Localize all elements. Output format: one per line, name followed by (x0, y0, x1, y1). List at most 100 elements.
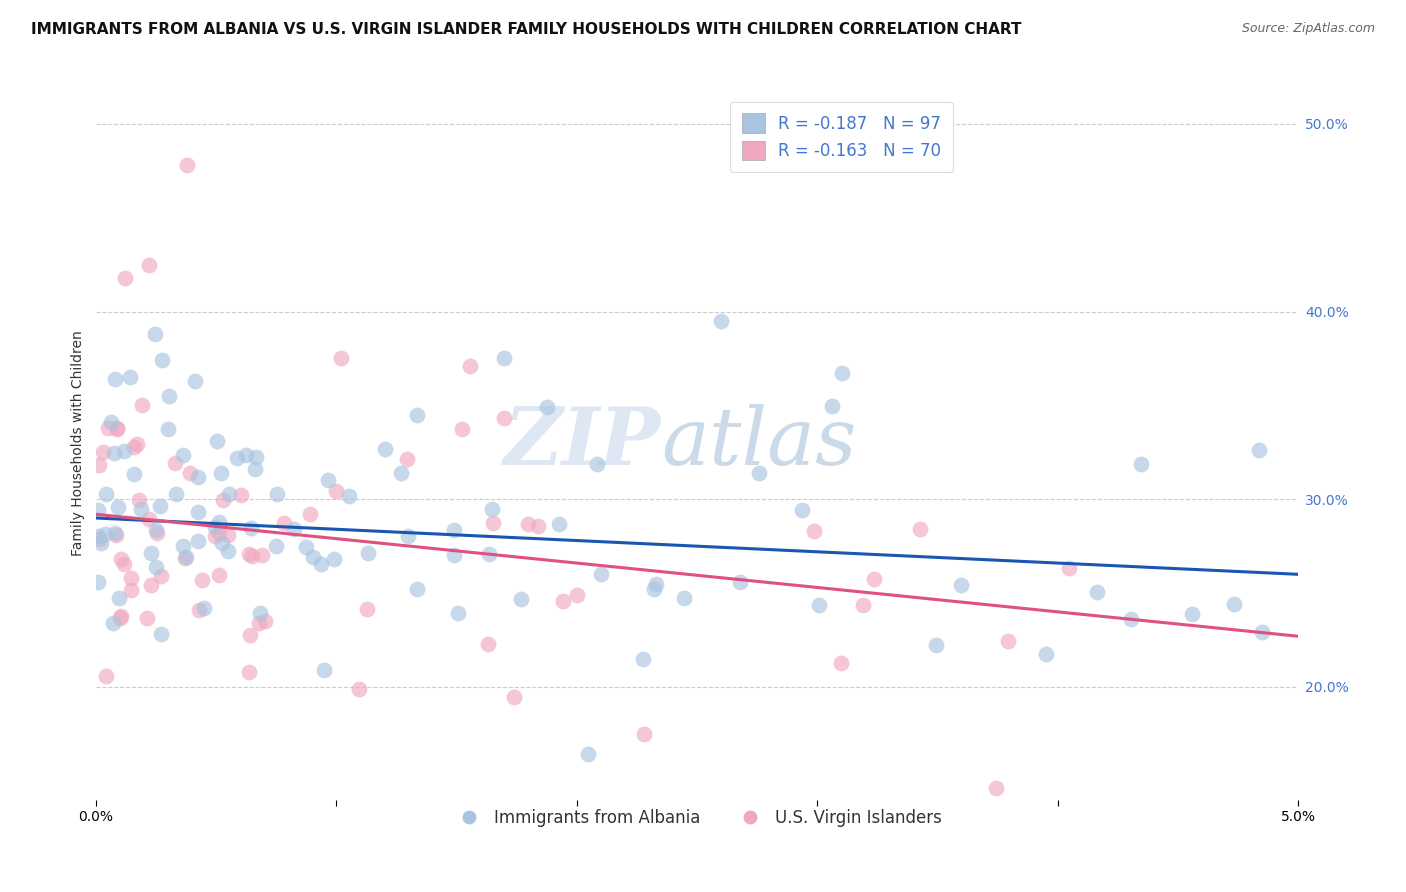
Point (193, 601, 215, 615)
Point (187, 506, 209, 520)
Point (908, 522, 931, 536)
Point (984, 780, 1007, 795)
Point (149, 627, 172, 641)
Point (172, 448, 194, 462)
Point (481, 502, 503, 516)
Point (150, 569, 173, 583)
Point (273, 516, 295, 531)
Point (1035, 648, 1057, 662)
Point (100, 415, 122, 429)
Point (110, 608, 132, 623)
Point (301, 549, 323, 564)
Point (145, 559, 167, 574)
Point (997, 634, 1019, 648)
Point (238, 547, 260, 561)
Point (174, 549, 197, 564)
Point (231, 488, 253, 502)
Point (104, 528, 127, 542)
Point (149, 499, 172, 513)
Point (322, 552, 344, 566)
Point (108, 611, 131, 625)
Point (157, 388, 180, 402)
Point (1247, 442, 1270, 457)
Point (318, 473, 340, 487)
Y-axis label: Family Households with Children: Family Households with Children (72, 330, 86, 556)
Point (114, 270, 136, 285)
Point (710, 314, 733, 328)
Point (589, 567, 612, 582)
Point (212, 493, 235, 508)
Point (831, 366, 853, 380)
Point (349, 682, 371, 697)
Point (103, 526, 125, 541)
Point (447, 606, 470, 620)
Point (477, 637, 499, 651)
Point (830, 656, 852, 670)
Point (821, 400, 844, 414)
Point (103, 615, 125, 630)
Point (406, 582, 429, 597)
Point (247, 616, 270, 631)
Point (146, 525, 169, 540)
Point (107, 500, 129, 515)
Point (325, 483, 347, 498)
Point (1085, 585, 1108, 599)
Text: atlas: atlas (661, 404, 856, 482)
Point (633, 727, 655, 741)
Point (131, 399, 153, 413)
Point (374, 442, 396, 457)
Point (748, 466, 770, 480)
Point (96, 669, 118, 683)
Point (103, 445, 125, 459)
Legend: Immigrants from Albania, U.S. Virgin Islanders: Immigrants from Albania, U.S. Virgin Isl… (446, 803, 949, 834)
Point (186, 470, 208, 484)
Point (1181, 607, 1204, 621)
Point (309, 558, 332, 572)
Point (482, 516, 505, 531)
Point (643, 582, 665, 597)
Point (509, 591, 531, 606)
Point (156, 422, 179, 436)
Point (207, 434, 229, 448)
Text: Source: ZipAtlas.com: Source: ZipAtlas.com (1241, 22, 1375, 36)
Point (492, 411, 515, 425)
Point (120, 571, 142, 585)
Point (728, 575, 751, 590)
Point (105, 420, 128, 434)
Point (217, 543, 239, 558)
Point (238, 665, 260, 679)
Point (567, 588, 589, 602)
Point (576, 747, 599, 761)
Point (207, 568, 229, 582)
Point (204, 529, 226, 543)
Point (356, 602, 378, 616)
Point (163, 456, 186, 470)
Point (176, 158, 198, 172)
Point (553, 594, 575, 608)
Point (458, 359, 481, 373)
Point (165, 487, 187, 501)
Point (503, 690, 526, 704)
Point (136, 611, 159, 625)
Point (94, 527, 117, 541)
Point (283, 522, 305, 536)
Point (443, 523, 465, 537)
Point (337, 489, 360, 503)
Point (249, 606, 271, 620)
Point (190, 574, 212, 588)
Point (87, 575, 110, 590)
Point (173, 550, 195, 565)
Point (405, 408, 427, 422)
Point (451, 422, 474, 436)
Point (239, 521, 262, 535)
Point (89, 532, 111, 546)
Point (803, 524, 825, 538)
Point (396, 452, 419, 467)
Point (87, 528, 110, 542)
Point (925, 639, 948, 653)
Point (792, 503, 814, 517)
Point (586, 457, 609, 471)
Point (150, 353, 173, 368)
Point (245, 450, 267, 465)
Point (356, 546, 378, 560)
